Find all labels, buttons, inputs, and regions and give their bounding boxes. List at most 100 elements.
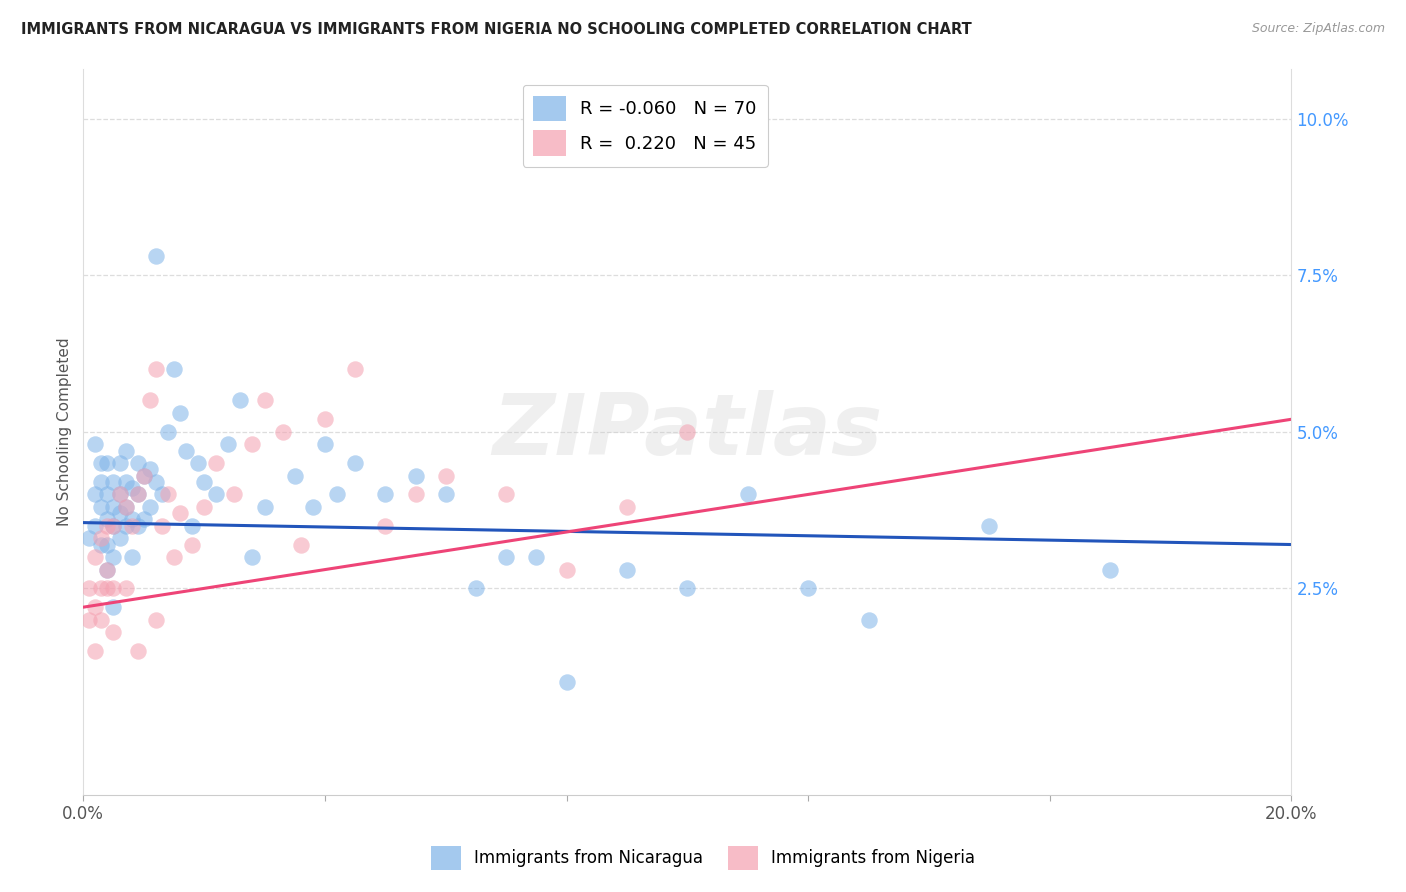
Point <box>193 500 215 514</box>
Point <box>139 500 162 514</box>
Point <box>229 393 252 408</box>
Point <box>96 563 118 577</box>
Point <box>103 518 125 533</box>
Point <box>326 487 349 501</box>
Point <box>145 249 167 263</box>
Point <box>90 582 112 596</box>
Point <box>90 475 112 489</box>
Point <box>79 582 101 596</box>
Text: Source: ZipAtlas.com: Source: ZipAtlas.com <box>1251 22 1385 36</box>
Point <box>676 582 699 596</box>
Point <box>96 456 118 470</box>
Point <box>127 518 149 533</box>
Point <box>84 644 107 658</box>
Point <box>114 500 136 514</box>
Point <box>434 468 457 483</box>
Point <box>676 425 699 439</box>
Point <box>169 506 191 520</box>
Point <box>132 468 155 483</box>
Point <box>284 468 307 483</box>
Point <box>187 456 209 470</box>
Point <box>217 437 239 451</box>
Point <box>224 487 246 501</box>
Point <box>103 600 125 615</box>
Point <box>96 512 118 526</box>
Point <box>114 518 136 533</box>
Point <box>555 563 578 577</box>
Point <box>84 437 107 451</box>
Point <box>242 437 264 451</box>
Point <box>979 518 1001 533</box>
Point <box>616 500 638 514</box>
Point <box>163 362 186 376</box>
Point <box>121 512 143 526</box>
Point <box>139 393 162 408</box>
Point <box>108 456 131 470</box>
Point <box>79 531 101 545</box>
Point <box>465 582 488 596</box>
Point <box>495 487 517 501</box>
Point <box>169 406 191 420</box>
Point <box>145 475 167 489</box>
Point <box>524 550 547 565</box>
Point <box>253 500 276 514</box>
Point <box>253 393 276 408</box>
Point <box>108 487 131 501</box>
Point <box>127 487 149 501</box>
Point <box>84 600 107 615</box>
Point <box>79 613 101 627</box>
Point <box>132 468 155 483</box>
Point <box>90 537 112 551</box>
Point <box>96 537 118 551</box>
Point <box>145 613 167 627</box>
Point <box>495 550 517 565</box>
Point <box>174 443 197 458</box>
Point <box>90 456 112 470</box>
Point <box>103 475 125 489</box>
Point <box>103 582 125 596</box>
Point <box>271 425 294 439</box>
Point <box>90 500 112 514</box>
Point <box>103 518 125 533</box>
Point <box>127 487 149 501</box>
Point <box>374 518 396 533</box>
Point <box>114 475 136 489</box>
Point <box>108 487 131 501</box>
Point <box>121 550 143 565</box>
Y-axis label: No Schooling Completed: No Schooling Completed <box>58 337 72 526</box>
Point <box>121 481 143 495</box>
Point <box>84 550 107 565</box>
Point <box>555 675 578 690</box>
Point <box>1099 563 1122 577</box>
Point <box>163 550 186 565</box>
Point <box>90 531 112 545</box>
Point <box>434 487 457 501</box>
Point <box>139 462 162 476</box>
Point <box>150 518 173 533</box>
Point <box>96 582 118 596</box>
Point <box>127 456 149 470</box>
Point <box>737 487 759 501</box>
Point <box>121 518 143 533</box>
Point <box>156 487 179 501</box>
Text: ZIPatlas: ZIPatlas <box>492 391 883 474</box>
Point <box>96 487 118 501</box>
Point <box>314 412 336 426</box>
Point <box>616 563 638 577</box>
Point <box>858 613 880 627</box>
Point <box>103 550 125 565</box>
Legend: Immigrants from Nicaragua, Immigrants from Nigeria: Immigrants from Nicaragua, Immigrants fr… <box>425 839 981 877</box>
Point <box>242 550 264 565</box>
Point <box>84 518 107 533</box>
Point <box>314 437 336 451</box>
Point <box>127 644 149 658</box>
Point <box>132 512 155 526</box>
Point <box>344 456 367 470</box>
Point <box>145 362 167 376</box>
Point <box>96 518 118 533</box>
Point <box>84 487 107 501</box>
Point <box>302 500 325 514</box>
Point <box>405 487 427 501</box>
Point <box>797 582 820 596</box>
Point <box>193 475 215 489</box>
